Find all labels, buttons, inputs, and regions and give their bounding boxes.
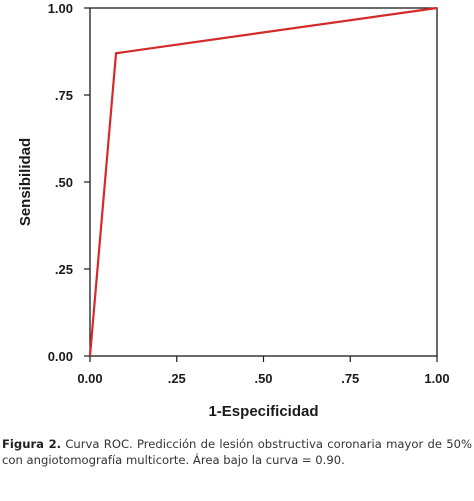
x-tick-label: .50 <box>254 371 272 386</box>
roc-chart: 0.00 .25 .50 .75 1.00 0.00 .25 .50 .75 1.00 1-Es… <box>17 1 450 420</box>
y-tick-label: 1.00 <box>48 1 73 16</box>
x-axis: 0.00 .25 .50 .75 1.00 <box>77 356 450 386</box>
y-tick-label: .25 <box>55 262 73 277</box>
figure-caption: Figura 2. Curva ROC. Predicción de lesió… <box>2 437 472 468</box>
series-layer <box>88 6 438 357</box>
y-tick-label: .75 <box>55 88 73 103</box>
x-tick-label: 0.00 <box>77 371 102 386</box>
caption-label: Figura 2. <box>2 437 62 451</box>
y-axis-title: Sensibilidad <box>17 138 34 226</box>
caption-text: Curva ROC. Predicción de lesión obstruct… <box>2 437 472 467</box>
x-tick-label: 1.00 <box>424 371 449 386</box>
plot-frame <box>89 7 438 357</box>
x-tick-label: .75 <box>341 371 359 386</box>
plot-area <box>89 7 438 357</box>
y-axis: 0.00 .25 .50 .75 1.00 <box>48 1 90 364</box>
x-tick-label: .25 <box>168 371 186 386</box>
y-tick-label: 0.00 <box>48 349 73 364</box>
y-tick-label: .50 <box>55 175 73 190</box>
roc-curve-line <box>88 6 438 357</box>
x-axis-title: 1-Especificidad <box>208 403 318 420</box>
